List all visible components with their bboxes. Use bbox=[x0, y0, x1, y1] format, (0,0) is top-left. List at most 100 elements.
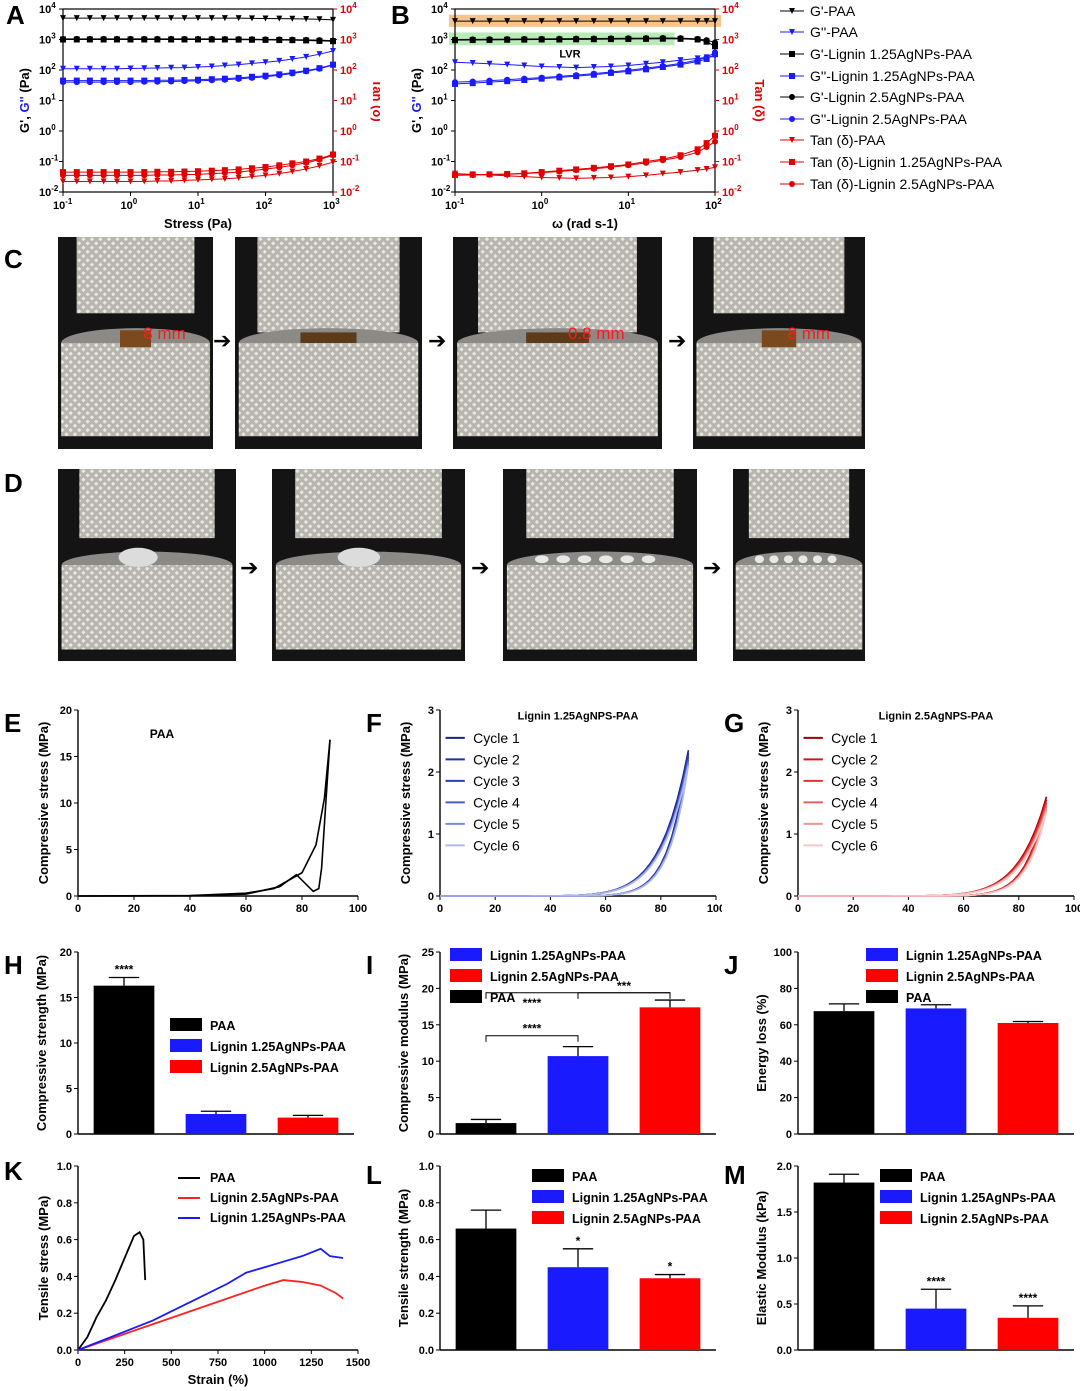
data-point bbox=[141, 65, 148, 72]
data-point bbox=[694, 57, 701, 64]
legend-item: Tan (δ)-PAA bbox=[780, 130, 1075, 152]
loading-curve bbox=[77, 739, 331, 897]
bar bbox=[997, 1317, 1059, 1350]
data-point bbox=[113, 169, 120, 176]
x-tick-label: 100 bbox=[349, 903, 367, 915]
data-point bbox=[590, 64, 597, 71]
bar bbox=[93, 985, 155, 1134]
data-point bbox=[73, 79, 80, 86]
significance-mark: **** bbox=[115, 962, 134, 976]
y-axis-label: Compressive strength (MPa) bbox=[34, 955, 49, 1131]
upper-plate bbox=[76, 237, 195, 314]
data-point bbox=[316, 37, 323, 44]
arrow-c1: ➔ bbox=[213, 328, 232, 353]
compression-photo bbox=[58, 469, 236, 661]
legend-swatch bbox=[780, 94, 804, 101]
thickness-label: 0.8 mm bbox=[568, 324, 625, 343]
y-tick-label: 20 bbox=[60, 705, 72, 717]
data-point bbox=[486, 36, 493, 43]
y2-tick-label: 10-2 bbox=[722, 184, 742, 199]
y-tick-label: 20 bbox=[60, 947, 72, 959]
data-point bbox=[262, 172, 269, 179]
data-point bbox=[486, 60, 493, 67]
legend-label: Cycle 4 bbox=[831, 794, 878, 810]
data-point bbox=[289, 15, 296, 22]
chart-h: H 0 5 10 15 20 Compressive strength (MPa) **** P… bbox=[4, 947, 354, 1141]
data-point bbox=[504, 18, 511, 25]
data-point bbox=[235, 169, 242, 176]
legend-item: Tan (δ)-Lignin 2.5AgNPs-PAA bbox=[780, 173, 1075, 195]
data-point bbox=[452, 59, 458, 66]
y-tick-label: 10 bbox=[60, 798, 72, 810]
sample bbox=[337, 547, 381, 567]
y2-tick-label: 101 bbox=[340, 93, 357, 108]
data-point bbox=[221, 15, 228, 22]
panel-label-d: D bbox=[4, 468, 23, 498]
data-point bbox=[289, 168, 296, 175]
x-tick-label: 100 bbox=[1065, 903, 1080, 915]
data-point bbox=[330, 62, 336, 69]
x-tick-label: 60 bbox=[240, 903, 252, 915]
y-tick-label: 0 bbox=[786, 891, 792, 903]
x-tick-label: 40 bbox=[184, 903, 196, 915]
data-point bbox=[100, 172, 107, 179]
y-tick-label: 10-1 bbox=[431, 154, 451, 169]
legend-label: Cycle 3 bbox=[473, 773, 520, 789]
y-tick-label: 5 bbox=[428, 1093, 434, 1105]
legend-swatch bbox=[450, 948, 482, 961]
legend-label: Cycle 1 bbox=[831, 730, 878, 746]
data-point bbox=[60, 35, 66, 42]
data-point bbox=[590, 165, 597, 172]
data-point bbox=[607, 63, 614, 70]
chart-title: Lignin 2.5AgNPS-PAA bbox=[879, 710, 994, 722]
data-point bbox=[694, 35, 701, 42]
data-point bbox=[469, 18, 476, 25]
y-tick-label: 40 bbox=[780, 1056, 792, 1068]
y-tick-label: 0.0 bbox=[777, 1345, 792, 1357]
y-tick-label: 20 bbox=[422, 983, 434, 995]
compression-photo bbox=[272, 469, 465, 661]
y-tick-label: 3 bbox=[786, 705, 792, 717]
y-tick-label: 100 bbox=[39, 123, 56, 138]
y-tick-label: 104 bbox=[431, 1, 448, 16]
data-point bbox=[221, 169, 228, 176]
y2-tick-label: 102 bbox=[340, 62, 357, 77]
data-point bbox=[113, 35, 120, 42]
legend-label: Lignin 1.25AgNPs-PAA bbox=[210, 1211, 346, 1225]
y-tick-label: 0.4 bbox=[419, 1271, 435, 1283]
data-point bbox=[712, 132, 718, 139]
bar bbox=[905, 1308, 967, 1350]
data-point bbox=[573, 64, 580, 71]
data-point bbox=[607, 18, 614, 25]
data-point bbox=[181, 64, 188, 71]
data-point bbox=[141, 172, 148, 179]
y-tick-label: 0.2 bbox=[57, 1308, 72, 1320]
x-tick-label: 80 bbox=[1013, 903, 1025, 915]
y-tick-label: 1.5 bbox=[777, 1207, 792, 1219]
data-point bbox=[60, 172, 66, 179]
data-point bbox=[127, 15, 134, 22]
data-point bbox=[538, 18, 545, 25]
x-tick-label: 0 bbox=[75, 903, 81, 915]
y-tick-label: 10 bbox=[422, 1056, 434, 1068]
data-point bbox=[330, 47, 336, 54]
legend-item: G'-Lignin 1.25AgNPs-PAA bbox=[780, 43, 1075, 65]
legend-label: Cycle 5 bbox=[473, 816, 520, 832]
data-point bbox=[538, 74, 545, 81]
data-point bbox=[208, 77, 215, 84]
data-point bbox=[100, 169, 107, 176]
data-point bbox=[486, 77, 493, 84]
significance-mark: **** bbox=[523, 996, 542, 1010]
thickness-label: 8 mm bbox=[143, 324, 186, 343]
y-axis-label: Compressive stress (MPa) bbox=[756, 722, 771, 885]
x-tick-label: 60 bbox=[599, 903, 611, 915]
legend-item: G''-Lignin 1.25AgNPs-PAA bbox=[780, 65, 1075, 87]
y-tick-label: 0.5 bbox=[777, 1299, 792, 1311]
y-tick-label: 10-1 bbox=[39, 154, 59, 169]
sample bbox=[120, 330, 151, 348]
data-point bbox=[607, 35, 614, 42]
x-tick-label: 101 bbox=[618, 197, 635, 212]
panel-label-g: G bbox=[724, 708, 744, 738]
data-point bbox=[712, 43, 718, 50]
